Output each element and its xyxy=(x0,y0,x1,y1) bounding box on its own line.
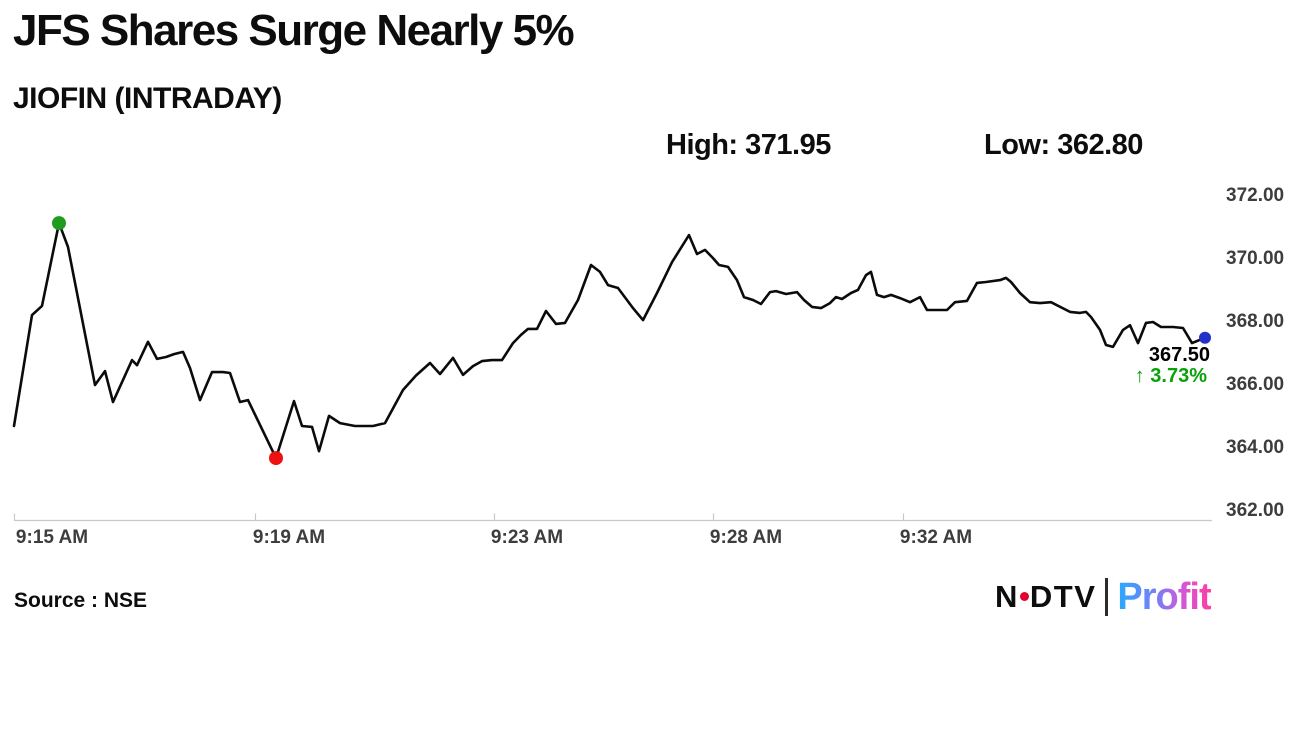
y-axis-label: 362.00 xyxy=(1226,500,1285,521)
ndtv-wordmark: N DTV xyxy=(995,579,1096,615)
y-axis-label: 370.00 xyxy=(1226,248,1285,269)
low-label: Low: xyxy=(984,129,1050,161)
up-arrow-icon: ↑ xyxy=(1134,365,1145,387)
ndtv-red-dot-icon xyxy=(1019,591,1029,601)
high-value: 371.95 xyxy=(745,129,831,161)
high-label: High: xyxy=(666,129,738,161)
y-axis-label: 372.00 xyxy=(1226,185,1285,206)
x-axis-label: 9:15 AM xyxy=(15,527,89,548)
low-stat: Low: 362.80 xyxy=(984,129,1143,162)
x-axis-label: 9:23 AM xyxy=(490,527,564,548)
ndtv-n: N xyxy=(995,579,1019,614)
last-price-marker xyxy=(1199,331,1211,344)
ndtv-profit-logo: N DTV Profit xyxy=(995,575,1212,618)
change-percent: 3.73% xyxy=(1150,365,1207,387)
x-axis-label: 9:19 AM xyxy=(252,527,326,548)
y-axis-label: 366.00 xyxy=(1226,374,1285,395)
ndtv-dtv: DTV xyxy=(1029,579,1097,614)
profit-wordmark: Profit xyxy=(1117,575,1211,618)
change-label: ↑ 3.73% xyxy=(1135,365,1207,388)
page-title: JFS Shares Surge Nearly 5% xyxy=(13,6,575,55)
price-line xyxy=(12,221,1207,460)
low-value: 362.80 xyxy=(1057,129,1143,161)
y-axis-label: 368.00 xyxy=(1226,311,1285,332)
source-label: Source : NSE xyxy=(14,589,148,612)
high-stat: High: 371.95 xyxy=(666,129,831,162)
x-axis-label: 9:28 AM xyxy=(709,527,783,548)
last-price-label: 367.50 xyxy=(1148,344,1210,366)
symbol-subtitle: JIOFIN (INTRADAY) xyxy=(13,82,282,115)
session-high-marker xyxy=(52,216,66,231)
session-low-marker xyxy=(269,451,283,466)
x-axis-label: 9:32 AM xyxy=(899,527,973,548)
y-axis-label: 364.00 xyxy=(1226,437,1285,458)
logo-divider xyxy=(1105,578,1109,616)
